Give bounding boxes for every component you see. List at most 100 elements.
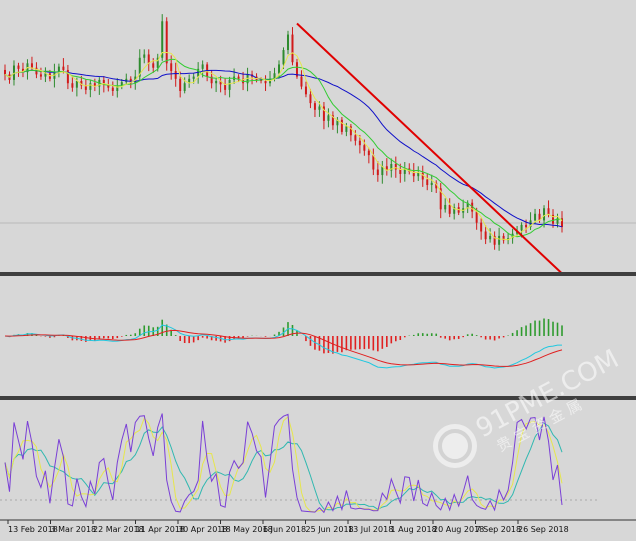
macd-line xyxy=(4,324,562,369)
candle-body xyxy=(556,218,559,224)
candle-body xyxy=(80,81,83,86)
candle-body xyxy=(66,69,69,84)
candle-body xyxy=(174,71,177,79)
candle-body xyxy=(475,211,478,223)
candle-body xyxy=(394,164,397,170)
candle-body xyxy=(561,218,563,228)
candle-body xyxy=(480,222,483,232)
candle-body xyxy=(17,65,20,69)
candle-body xyxy=(291,34,294,63)
candle-body xyxy=(183,83,186,91)
candle-body xyxy=(543,208,546,221)
candle-body xyxy=(201,64,204,69)
candle-body xyxy=(372,155,375,170)
candle-body xyxy=(295,62,298,77)
candle-body xyxy=(381,166,384,176)
candle-body xyxy=(102,79,105,85)
x-tick-label: 1 Aug 2018 xyxy=(391,525,437,534)
candle-body xyxy=(4,69,6,75)
candle-body xyxy=(170,63,173,72)
candle-body xyxy=(278,64,281,74)
price-panel xyxy=(0,14,636,275)
candle-body xyxy=(188,78,191,84)
candle-body xyxy=(322,106,325,121)
ma-mid-line xyxy=(4,58,563,238)
candle-body xyxy=(156,57,159,68)
candle-body xyxy=(363,145,366,151)
candle-body xyxy=(358,140,361,146)
watermark-logo-ring-icon xyxy=(438,429,472,463)
candle-body xyxy=(116,85,119,91)
candle-body xyxy=(552,214,555,224)
candle-body xyxy=(12,65,15,80)
candle-body xyxy=(57,66,60,73)
candle-body xyxy=(484,231,487,240)
candle-body xyxy=(111,87,114,91)
x-tick-label: 25 Jun 2018 xyxy=(306,525,354,534)
x-tick-label: 6 Jun 2018 xyxy=(263,525,306,534)
ma-fast-line xyxy=(4,52,563,241)
candle-body xyxy=(498,235,501,245)
candle-body xyxy=(385,166,388,171)
stochastic-d-line xyxy=(4,416,563,513)
candle-body xyxy=(426,179,429,186)
candle-body xyxy=(340,119,343,132)
candle-body xyxy=(152,63,155,68)
x-tick-label: 30 Apr 2018 xyxy=(178,525,227,534)
candle-body xyxy=(300,76,303,87)
candle-body xyxy=(399,169,402,174)
x-tick-label: 3 Mar 2018 xyxy=(51,525,97,534)
panel-separator-1 xyxy=(0,272,636,276)
candle-body xyxy=(421,172,424,180)
candle-body xyxy=(39,74,42,77)
candle-body xyxy=(210,76,213,84)
candle-body xyxy=(538,213,541,221)
stochastic-k-line xyxy=(4,413,563,514)
candle-body xyxy=(525,224,528,228)
candle-body xyxy=(390,164,393,171)
candle-body xyxy=(489,235,492,240)
candle-body xyxy=(376,169,379,176)
candle-body xyxy=(228,79,231,90)
candle-body xyxy=(273,73,276,79)
candle-body xyxy=(345,126,348,132)
x-tick-label: 18 May 2018 xyxy=(221,525,273,534)
candle-body xyxy=(466,202,469,209)
candle-body xyxy=(493,235,496,245)
candle-body xyxy=(367,150,370,156)
candle-body xyxy=(349,126,352,136)
candle-body xyxy=(313,103,316,110)
candle-body xyxy=(471,202,474,212)
candle-body xyxy=(304,86,307,95)
candle-body xyxy=(30,63,33,68)
candle-body xyxy=(165,21,168,64)
x-tick-label: 13 Feb 2018 xyxy=(8,525,58,534)
candle-body xyxy=(453,207,456,214)
candle-body xyxy=(215,81,218,84)
stochastic-slow-line xyxy=(4,422,563,511)
candle-body xyxy=(224,84,227,90)
candle-body xyxy=(84,85,87,90)
candle-body xyxy=(138,57,141,77)
candle-body xyxy=(71,83,74,88)
candle-body xyxy=(547,208,550,215)
candle-body xyxy=(282,50,285,65)
candle-body xyxy=(286,34,289,51)
macd-signal-line xyxy=(4,329,563,367)
candle-body xyxy=(444,204,447,210)
candle-body xyxy=(179,78,182,91)
candle-body xyxy=(264,81,267,84)
x-tick-label: 13 Jul 2018 xyxy=(348,525,393,534)
candle-body xyxy=(412,171,415,177)
candle-body xyxy=(62,66,65,70)
candle-body xyxy=(21,68,24,73)
candle-body xyxy=(502,235,505,241)
x-tick-label: 26 Sep 2018 xyxy=(518,525,569,534)
panel-separator-2 xyxy=(0,396,636,400)
candle-body xyxy=(161,21,164,58)
